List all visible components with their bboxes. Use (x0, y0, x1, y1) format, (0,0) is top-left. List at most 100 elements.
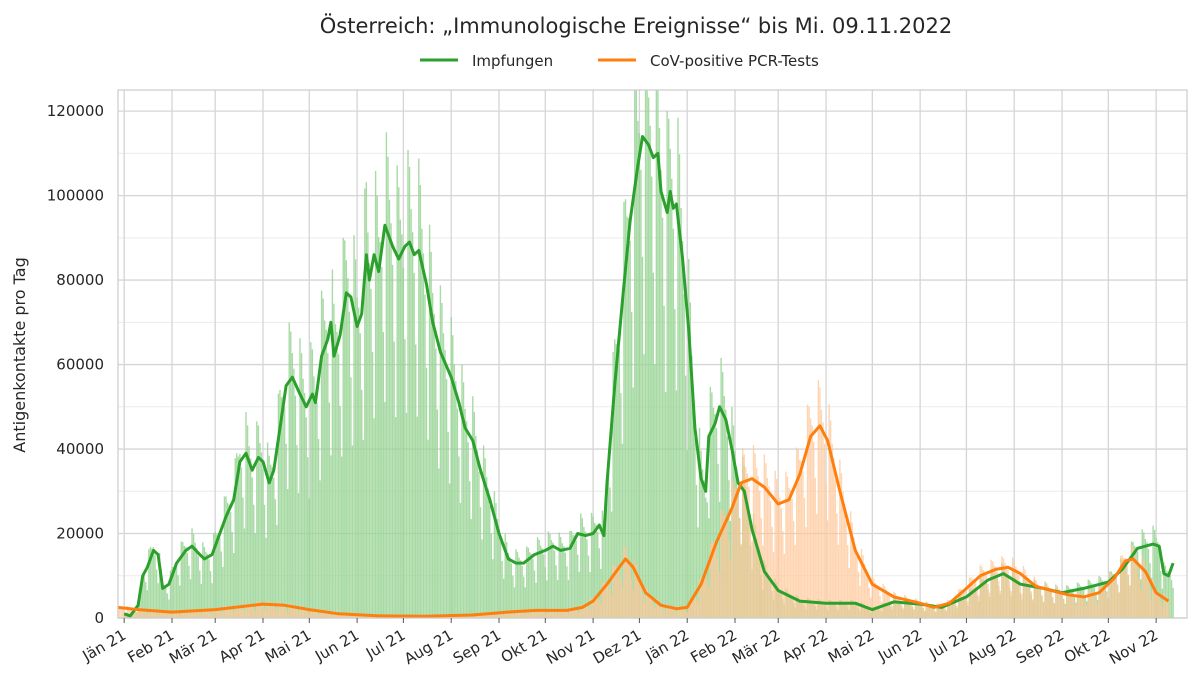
daily-bar-pcr-tests (564, 610, 567, 618)
daily-bar-impfungen (300, 353, 303, 618)
daily-bar-pcr-tests (740, 543, 742, 618)
daily-bar-impfungen (476, 450, 479, 618)
daily-bar-impfungen (688, 258, 690, 618)
daily-bar-impfungen (428, 224, 431, 618)
daily-bar-pcr-tests (970, 577, 972, 618)
daily-bar-pcr-tests (644, 586, 647, 618)
daily-bar-impfungen (482, 445, 485, 618)
daily-bar-pcr-tests (188, 612, 190, 618)
daily-bar-pcr-tests (1090, 592, 1093, 618)
daily-bar-impfungen (499, 541, 502, 618)
y-tick-label: 120000 (47, 102, 104, 120)
y-tick-label: 20000 (56, 525, 104, 543)
daily-bar-pcr-tests (512, 613, 514, 618)
daily-bar-impfungen (461, 364, 463, 618)
daily-bar-impfungen (273, 477, 275, 618)
daily-bar-impfungen (291, 353, 294, 618)
daily-bar-pcr-tests (274, 608, 277, 618)
daily-bar-impfungen (459, 503, 462, 618)
daily-bar-pcr-tests (959, 588, 961, 618)
daily-bar-impfungen (509, 556, 511, 618)
daily-bar-impfungen (504, 533, 506, 618)
daily-bar-pcr-tests (1044, 581, 1046, 618)
daily-bar-pcr-tests (1164, 595, 1167, 618)
daily-bar-pcr-tests (331, 611, 334, 618)
daily-bar-impfungen (593, 522, 596, 618)
daily-bar-pcr-tests (868, 588, 870, 618)
daily-bar-impfungen (305, 417, 307, 618)
daily-bar-impfungen (211, 583, 213, 618)
daily-bar-impfungen (356, 297, 358, 618)
x-tick-label: Apr 21 (216, 626, 268, 666)
daily-bar-pcr-tests (779, 497, 781, 618)
daily-bar-impfungen (498, 529, 500, 618)
daily-bar-pcr-tests (924, 610, 926, 618)
daily-bar-impfungen (541, 548, 543, 618)
daily-bar-pcr-tests (186, 611, 189, 618)
daily-bar-impfungen (473, 412, 476, 618)
daily-bar-pcr-tests (806, 404, 809, 618)
daily-bar-pcr-tests (257, 601, 260, 618)
daily-bar-impfungen (556, 579, 559, 618)
daily-bar-impfungen (618, 349, 621, 618)
daily-bar-pcr-tests (240, 607, 243, 618)
x-tick-label: Sep 22 (1013, 626, 1067, 668)
daily-bar-impfungen (202, 542, 204, 618)
daily-bar-pcr-tests (961, 589, 963, 618)
daily-bar-pcr-tests (624, 547, 627, 618)
daily-bar-pcr-tests (243, 611, 246, 618)
daily-bar-pcr-tests (911, 605, 914, 618)
daily-bar-impfungen (223, 496, 226, 618)
daily-bar-pcr-tests (791, 498, 793, 618)
daily-bar-impfungen (263, 504, 266, 618)
daily-bar-pcr-tests (268, 601, 270, 618)
daily-bar-pcr-tests (657, 599, 659, 618)
daily-bar-pcr-tests (515, 609, 517, 618)
daily-bar-pcr-tests (910, 601, 912, 618)
daily-bar-impfungen (148, 549, 150, 618)
daily-bar-pcr-tests (286, 611, 289, 618)
daily-bar-pcr-tests (265, 610, 267, 618)
daily-bar-pcr-tests (547, 608, 550, 618)
daily-bar-impfungen (365, 182, 368, 619)
daily-bar-pcr-tests (314, 610, 317, 618)
daily-bar-impfungen (416, 416, 418, 618)
daily-bar-impfungen (357, 307, 360, 618)
daily-bar-pcr-tests (958, 589, 960, 618)
daily-bar-impfungen (240, 467, 243, 618)
daily-bar-impfungen (502, 578, 505, 618)
daily-bar-pcr-tests (118, 606, 121, 618)
daily-bar-pcr-tests (182, 610, 184, 618)
daily-bar-pcr-tests (862, 555, 864, 618)
x-tick-label: Jun 22 (874, 626, 925, 666)
daily-bar-impfungen (643, 354, 645, 618)
daily-bar-impfungen (492, 559, 494, 618)
daily-bar-pcr-tests (1062, 599, 1065, 618)
daily-bar-impfungen (441, 303, 443, 618)
daily-bar-pcr-tests (211, 613, 213, 618)
daily-bar-pcr-tests (490, 614, 492, 618)
daily-bar-impfungen (583, 526, 585, 618)
daily-bar-pcr-tests (780, 508, 782, 618)
daily-bar-impfungen (442, 333, 445, 618)
x-tick-label: Feb 22 (687, 626, 740, 667)
daily-bar-pcr-tests (567, 613, 570, 618)
daily-bar-pcr-tests (1016, 569, 1019, 618)
daily-bar-impfungen (607, 471, 610, 618)
daily-bar-pcr-tests (476, 614, 479, 618)
daily-bar-pcr-tests (1115, 577, 1117, 618)
daily-bar-pcr-tests (640, 584, 642, 618)
x-tick-label: Sep 21 (450, 626, 504, 668)
daily-bar-pcr-tests (914, 598, 917, 618)
daily-bar-pcr-tests (962, 589, 965, 618)
daily-bar-impfungen (527, 547, 530, 618)
y-axis-label: Antigenkontakte pro Tag (10, 257, 29, 452)
daily-bar-pcr-tests (891, 605, 894, 618)
daily-bar-pcr-tests (216, 608, 218, 618)
daily-bar-impfungen (445, 378, 448, 618)
daily-bar-impfungen (467, 442, 469, 618)
daily-bar-pcr-tests (697, 602, 699, 618)
daily-bar-pcr-tests (1103, 586, 1105, 618)
daily-bar-pcr-tests (993, 565, 995, 618)
daily-bar-pcr-tests (1013, 560, 1015, 618)
